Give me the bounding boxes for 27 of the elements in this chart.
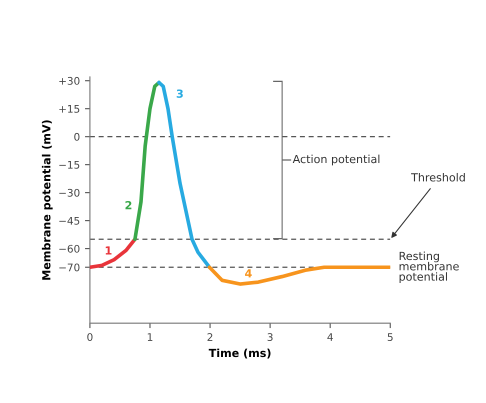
x-tick-label: 2 [208, 333, 212, 341]
y-tick-label: +15 [59, 105, 80, 113]
ref-line-label: Resting membrane potential [400, 252, 459, 283]
y-tick-label: +30 [59, 76, 80, 85]
x-tick-label: 0 [87, 333, 93, 341]
series-label: 3 [176, 89, 183, 98]
y-tick-label: −15 [59, 161, 80, 169]
series-label: 1 [106, 246, 112, 255]
x-axis-title: Time (ms) [208, 348, 270, 358]
y-tick-label: −45 [59, 216, 80, 225]
y-tick-label: −30 [59, 188, 80, 197]
line-series [208, 265, 390, 286]
x-tick-label: 3 [268, 333, 273, 341]
x-tick-label: 1 [148, 333, 152, 341]
line-series [157, 80, 212, 270]
y-tick-label: −60 [59, 244, 80, 253]
x-tick-label: 5 [388, 333, 393, 341]
ref-line-label: Threshold [411, 172, 465, 182]
annotation: Action potential [292, 154, 380, 166]
series-label: 4 [245, 269, 252, 278]
y-tick-label: −70 [59, 263, 80, 272]
line-series [90, 237, 137, 270]
y-axis-title: Membrane potential (mV) [42, 120, 53, 280]
y-tick-label: 0 [74, 132, 80, 141]
line-series [133, 80, 161, 242]
x-tick-label: 4 [327, 333, 333, 341]
series-label: 2 [125, 200, 132, 210]
